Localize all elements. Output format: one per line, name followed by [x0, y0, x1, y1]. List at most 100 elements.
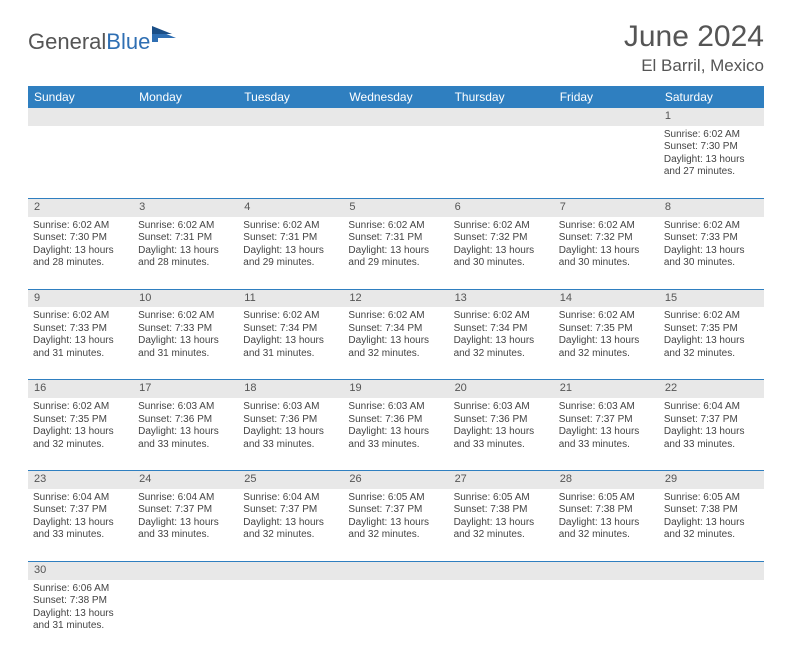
sunrise-line: Sunrise: 6:03 AM	[348, 401, 443, 414]
day-number-cell: 19	[343, 380, 448, 398]
sunrise-line: Sunrise: 6:02 AM	[454, 310, 549, 323]
day-number-cell	[554, 108, 659, 126]
daynum-row: 9101112131415	[28, 289, 764, 307]
sunrise-line: Sunrise: 6:02 AM	[664, 310, 759, 323]
sunrise-line: Sunrise: 6:05 AM	[664, 492, 759, 505]
sunset-line: Sunset: 7:31 PM	[138, 232, 233, 245]
day-cell: Sunrise: 6:05 AMSunset: 7:37 PMDaylight:…	[343, 489, 448, 562]
day-number-cell: 29	[659, 471, 764, 489]
sunrise-line: Sunrise: 6:05 AM	[559, 492, 654, 505]
sunset-line: Sunset: 7:36 PM	[243, 414, 338, 427]
day-cell: Sunrise: 6:06 AMSunset: 7:38 PMDaylight:…	[28, 580, 133, 652]
sunrise-line: Sunrise: 6:02 AM	[559, 310, 654, 323]
daylight-line: Daylight: 13 hours and 33 minutes.	[243, 426, 338, 451]
day-cell: Sunrise: 6:02 AMSunset: 7:32 PMDaylight:…	[554, 217, 659, 290]
sunset-line: Sunset: 7:38 PM	[559, 504, 654, 517]
day-cell: Sunrise: 6:02 AMSunset: 7:33 PMDaylight:…	[133, 307, 238, 380]
day-cell: Sunrise: 6:02 AMSunset: 7:30 PMDaylight:…	[28, 217, 133, 290]
day-details: Sunrise: 6:02 AMSunset: 7:35 PMDaylight:…	[33, 401, 128, 451]
sunrise-line: Sunrise: 6:02 AM	[33, 401, 128, 414]
sunrise-line: Sunrise: 6:02 AM	[243, 220, 338, 233]
day-number-cell: 20	[449, 380, 554, 398]
sunrise-line: Sunrise: 6:03 AM	[454, 401, 549, 414]
sunset-line: Sunset: 7:32 PM	[454, 232, 549, 245]
sunset-line: Sunset: 7:34 PM	[243, 323, 338, 336]
day-cell: Sunrise: 6:02 AMSunset: 7:33 PMDaylight:…	[28, 307, 133, 380]
sunrise-line: Sunrise: 6:02 AM	[33, 310, 128, 323]
location-label: El Barril, Mexico	[624, 56, 764, 76]
day-cell: Sunrise: 6:05 AMSunset: 7:38 PMDaylight:…	[449, 489, 554, 562]
day-details: Sunrise: 6:05 AMSunset: 7:37 PMDaylight:…	[348, 492, 443, 542]
day-details: Sunrise: 6:04 AMSunset: 7:37 PMDaylight:…	[33, 492, 128, 542]
day-details: Sunrise: 6:02 AMSunset: 7:33 PMDaylight:…	[664, 220, 759, 270]
day-details: Sunrise: 6:03 AMSunset: 7:37 PMDaylight:…	[559, 401, 654, 451]
day-cell	[133, 126, 238, 199]
day-number-cell: 16	[28, 380, 133, 398]
weekday-header: Tuesday	[238, 86, 343, 108]
daylight-line: Daylight: 13 hours and 32 minutes.	[454, 517, 549, 542]
day-cell: Sunrise: 6:02 AMSunset: 7:35 PMDaylight:…	[554, 307, 659, 380]
daylight-line: Daylight: 13 hours and 33 minutes.	[348, 426, 443, 451]
sunrise-line: Sunrise: 6:03 AM	[243, 401, 338, 414]
day-number-cell: 15	[659, 289, 764, 307]
day-number-cell	[28, 108, 133, 126]
sunrise-line: Sunrise: 6:04 AM	[664, 401, 759, 414]
title-block: June 2024 El Barril, Mexico	[624, 20, 764, 76]
day-cell: Sunrise: 6:03 AMSunset: 7:36 PMDaylight:…	[133, 398, 238, 471]
day-number-cell: 4	[238, 198, 343, 216]
sunrise-line: Sunrise: 6:02 AM	[664, 129, 759, 142]
weekday-header: Wednesday	[343, 86, 448, 108]
daylight-line: Daylight: 13 hours and 32 minutes.	[664, 517, 759, 542]
day-details: Sunrise: 6:06 AMSunset: 7:38 PMDaylight:…	[33, 583, 128, 633]
sunrise-line: Sunrise: 6:02 AM	[33, 220, 128, 233]
weekday-row: SundayMondayTuesdayWednesdayThursdayFrid…	[28, 86, 764, 108]
day-number-cell: 8	[659, 198, 764, 216]
day-details: Sunrise: 6:02 AMSunset: 7:30 PMDaylight:…	[33, 220, 128, 270]
daylight-line: Daylight: 13 hours and 29 minutes.	[243, 245, 338, 270]
day-number-cell: 5	[343, 198, 448, 216]
day-number-cell: 24	[133, 471, 238, 489]
day-number-cell: 6	[449, 198, 554, 216]
daylight-line: Daylight: 13 hours and 29 minutes.	[348, 245, 443, 270]
daylight-line: Daylight: 13 hours and 28 minutes.	[138, 245, 233, 270]
daylight-line: Daylight: 13 hours and 33 minutes.	[138, 426, 233, 451]
day-cell: Sunrise: 6:02 AMSunset: 7:34 PMDaylight:…	[238, 307, 343, 380]
weekday-header: Friday	[554, 86, 659, 108]
week-row: Sunrise: 6:06 AMSunset: 7:38 PMDaylight:…	[28, 580, 764, 652]
day-cell	[449, 580, 554, 652]
calendar-head: SundayMondayTuesdayWednesdayThursdayFrid…	[28, 86, 764, 108]
daylight-line: Daylight: 13 hours and 33 minutes.	[664, 426, 759, 451]
day-number-cell: 1	[659, 108, 764, 126]
sunset-line: Sunset: 7:37 PM	[348, 504, 443, 517]
daylight-line: Daylight: 13 hours and 30 minutes.	[454, 245, 549, 270]
flag-icon	[152, 26, 178, 47]
sunset-line: Sunset: 7:33 PM	[138, 323, 233, 336]
sunset-line: Sunset: 7:34 PM	[348, 323, 443, 336]
sunrise-line: Sunrise: 6:02 AM	[664, 220, 759, 233]
sunset-line: Sunset: 7:32 PM	[559, 232, 654, 245]
day-number-cell: 30	[28, 561, 133, 579]
sunset-line: Sunset: 7:37 PM	[243, 504, 338, 517]
daynum-row: 30	[28, 561, 764, 579]
sunset-line: Sunset: 7:33 PM	[33, 323, 128, 336]
day-number-cell: 21	[554, 380, 659, 398]
day-cell	[343, 580, 448, 652]
daylight-line: Daylight: 13 hours and 31 minutes.	[33, 608, 128, 633]
sunrise-line: Sunrise: 6:02 AM	[138, 310, 233, 323]
sunset-line: Sunset: 7:31 PM	[243, 232, 338, 245]
day-cell: Sunrise: 6:02 AMSunset: 7:30 PMDaylight:…	[659, 126, 764, 199]
day-details: Sunrise: 6:02 AMSunset: 7:33 PMDaylight:…	[138, 310, 233, 360]
sunrise-line: Sunrise: 6:04 AM	[138, 492, 233, 505]
day-details: Sunrise: 6:02 AMSunset: 7:35 PMDaylight:…	[664, 310, 759, 360]
sunrise-line: Sunrise: 6:02 AM	[138, 220, 233, 233]
brand-name: GeneralBlue	[28, 29, 150, 55]
sunset-line: Sunset: 7:35 PM	[664, 323, 759, 336]
day-details: Sunrise: 6:05 AMSunset: 7:38 PMDaylight:…	[664, 492, 759, 542]
sunrise-line: Sunrise: 6:02 AM	[454, 220, 549, 233]
day-details: Sunrise: 6:03 AMSunset: 7:36 PMDaylight:…	[454, 401, 549, 451]
daylight-line: Daylight: 13 hours and 30 minutes.	[559, 245, 654, 270]
day-cell: Sunrise: 6:03 AMSunset: 7:36 PMDaylight:…	[449, 398, 554, 471]
sunset-line: Sunset: 7:36 PM	[454, 414, 549, 427]
sunset-line: Sunset: 7:36 PM	[138, 414, 233, 427]
day-details: Sunrise: 6:02 AMSunset: 7:34 PMDaylight:…	[348, 310, 443, 360]
